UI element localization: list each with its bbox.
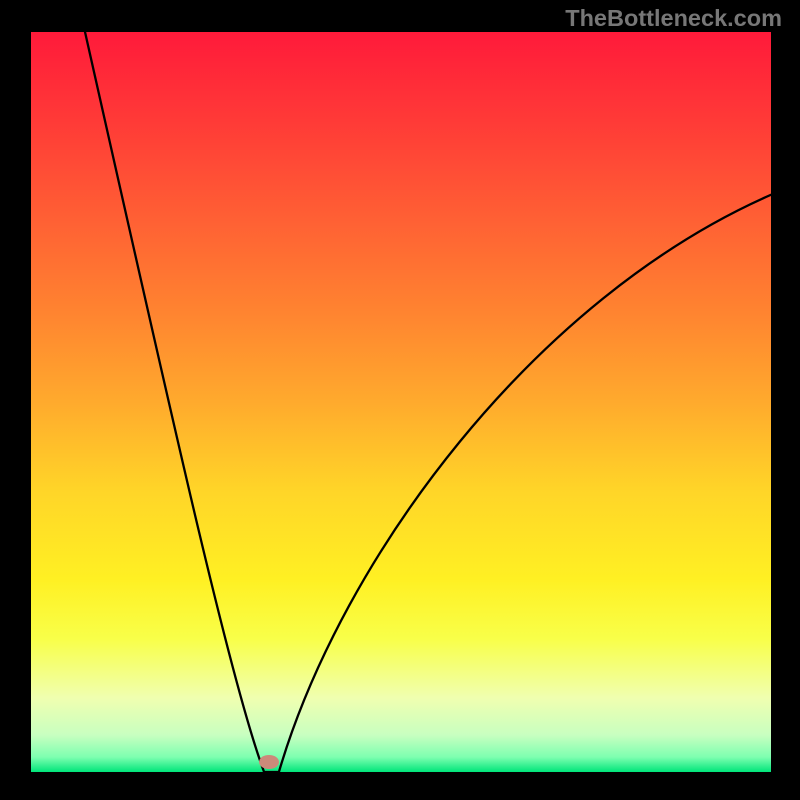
chart-stage: TheBottleneck.com — [0, 0, 800, 800]
bottleneck-curve — [31, 32, 771, 772]
plot-area — [31, 32, 771, 772]
optimum-marker — [259, 755, 279, 769]
watermark-text: TheBottleneck.com — [565, 5, 782, 32]
